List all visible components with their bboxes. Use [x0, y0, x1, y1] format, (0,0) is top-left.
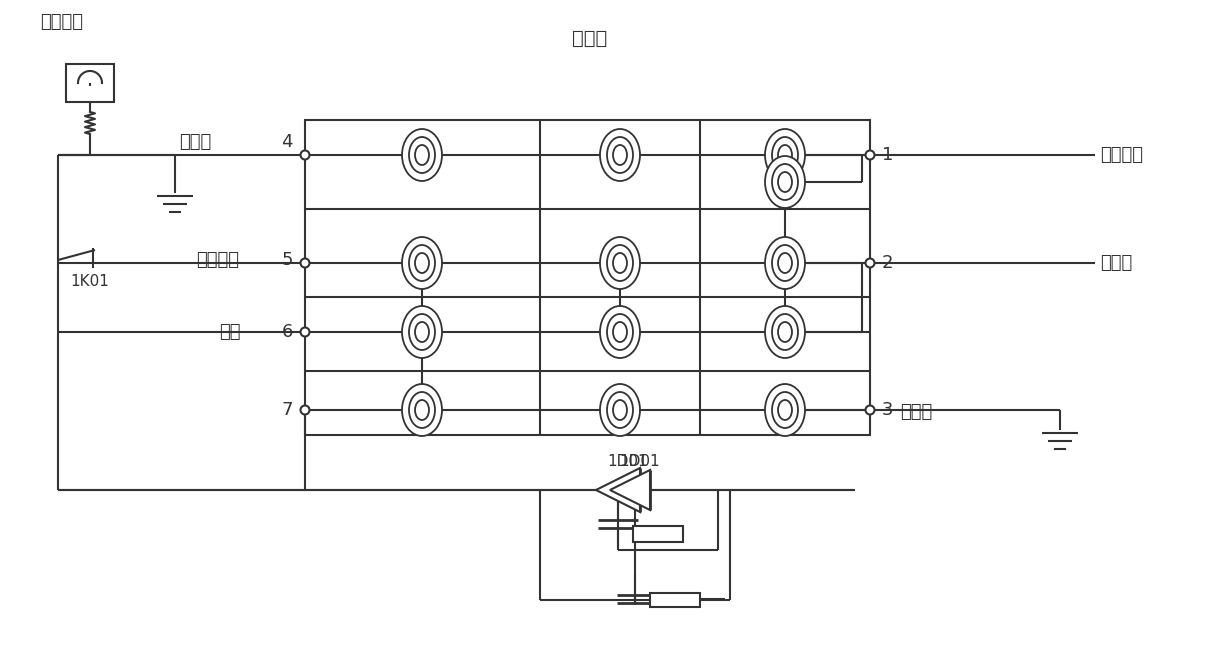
Text: 1D01: 1D01 [620, 455, 660, 469]
Bar [304, 120, 870, 435]
Circle shape [301, 405, 309, 414]
Text: 7: 7 [281, 401, 292, 419]
Ellipse shape [409, 392, 435, 428]
Ellipse shape [778, 172, 792, 192]
Circle shape [301, 259, 309, 267]
Ellipse shape [415, 253, 429, 273]
Ellipse shape [409, 245, 435, 281]
Ellipse shape [765, 156, 805, 208]
Text: 每线: 每线 [220, 323, 240, 341]
Bar [633, 526, 683, 542]
Ellipse shape [402, 129, 442, 181]
Text: 车间位: 车间位 [573, 28, 608, 48]
Text: 受流器: 受流器 [1100, 254, 1132, 272]
Ellipse shape [415, 145, 429, 165]
Text: 1K01: 1K01 [70, 275, 109, 290]
Bar [650, 593, 700, 607]
Text: 4: 4 [281, 133, 292, 151]
Circle shape [301, 327, 309, 337]
Ellipse shape [771, 164, 798, 200]
Polygon shape [610, 470, 650, 510]
Ellipse shape [765, 306, 805, 358]
Circle shape [866, 150, 875, 160]
Ellipse shape [606, 392, 633, 428]
Ellipse shape [778, 145, 792, 165]
Ellipse shape [606, 245, 633, 281]
Ellipse shape [402, 384, 442, 436]
Text: 牢引电路: 牢引电路 [1100, 146, 1143, 164]
Ellipse shape [771, 137, 798, 173]
Text: 车间电源: 车间电源 [197, 251, 239, 269]
Text: 车间电源: 车间电源 [40, 13, 84, 31]
Ellipse shape [613, 253, 627, 273]
Text: 3: 3 [882, 401, 894, 419]
Ellipse shape [765, 129, 805, 181]
Ellipse shape [606, 137, 633, 173]
Ellipse shape [600, 237, 640, 289]
Ellipse shape [771, 245, 798, 281]
Ellipse shape [402, 306, 442, 358]
Circle shape [866, 405, 875, 414]
Circle shape [866, 259, 875, 267]
Ellipse shape [778, 322, 792, 342]
Bar [66, 64, 114, 102]
Text: 接地线: 接地线 [178, 133, 211, 151]
Ellipse shape [778, 253, 792, 273]
Text: 5: 5 [281, 251, 292, 269]
Ellipse shape [402, 237, 442, 289]
Ellipse shape [606, 314, 633, 350]
Ellipse shape [409, 137, 435, 173]
Text: 1D01: 1D01 [608, 455, 648, 469]
Ellipse shape [600, 306, 640, 358]
Text: 1: 1 [882, 146, 894, 164]
Ellipse shape [415, 400, 429, 420]
Ellipse shape [765, 384, 805, 436]
Ellipse shape [415, 322, 429, 342]
Ellipse shape [600, 129, 640, 181]
Ellipse shape [600, 384, 640, 436]
Ellipse shape [613, 322, 627, 342]
Ellipse shape [409, 314, 435, 350]
Ellipse shape [613, 145, 627, 165]
Polygon shape [596, 468, 640, 512]
Ellipse shape [778, 400, 792, 420]
Text: 2: 2 [882, 254, 894, 272]
Ellipse shape [771, 392, 798, 428]
Text: 接地线: 接地线 [900, 403, 933, 421]
Circle shape [301, 150, 309, 160]
Ellipse shape [771, 314, 798, 350]
Ellipse shape [765, 237, 805, 289]
Text: 6: 6 [281, 323, 292, 341]
Ellipse shape [613, 400, 627, 420]
